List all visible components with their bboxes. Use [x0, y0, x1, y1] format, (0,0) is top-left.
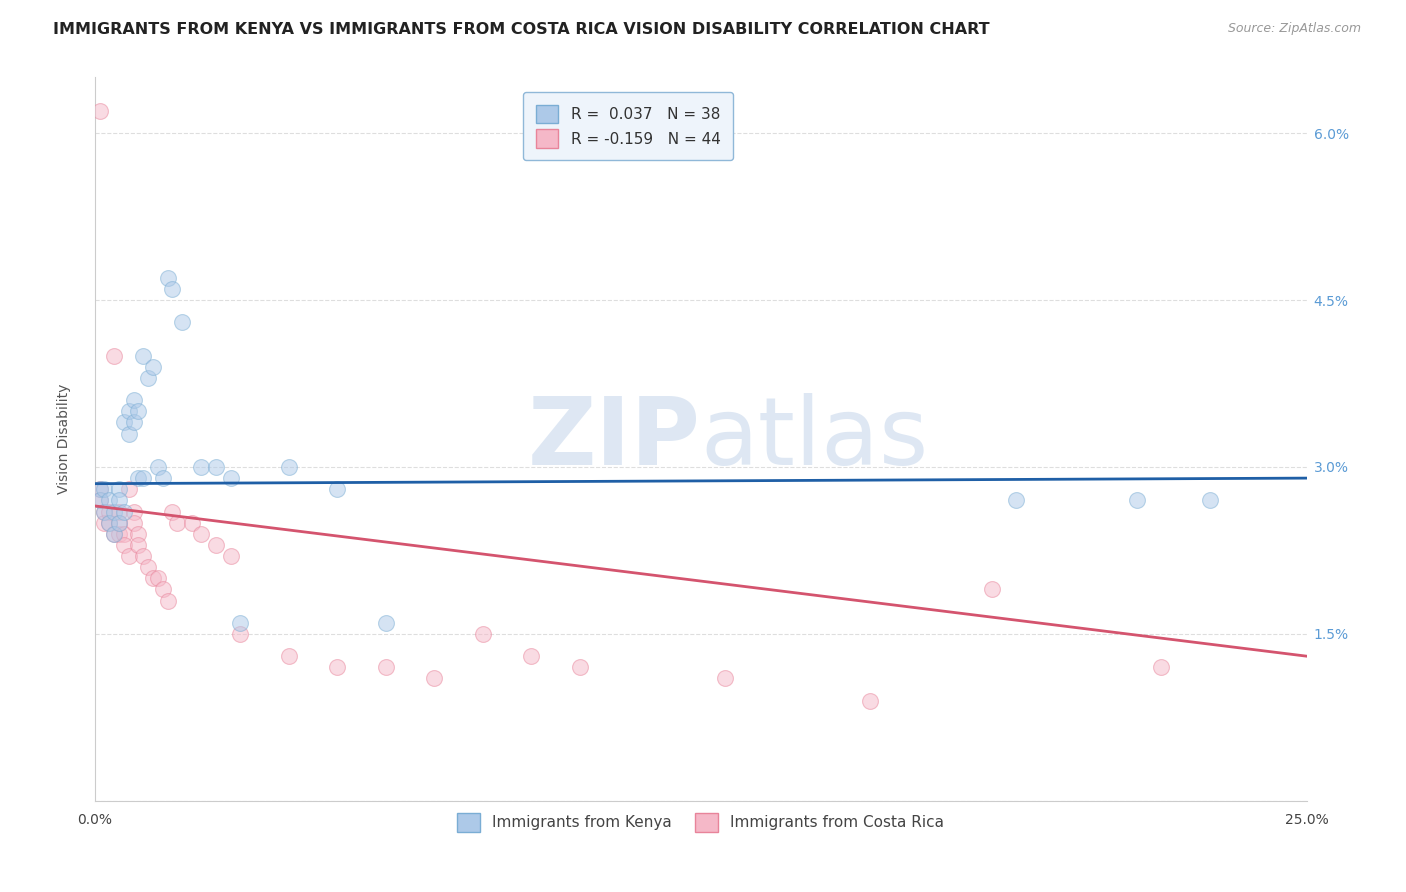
Text: IMMIGRANTS FROM KENYA VS IMMIGRANTS FROM COSTA RICA VISION DISABILITY CORRELATIO: IMMIGRANTS FROM KENYA VS IMMIGRANTS FROM… [53, 22, 990, 37]
Point [112, 416, 135, 430]
Point [98, 504, 121, 518]
Point [229, 615, 252, 630]
Point [132, 349, 155, 363]
Point [103, 349, 125, 363]
Point [136, 371, 159, 385]
Point [229, 627, 252, 641]
Point [374, 615, 396, 630]
Point [142, 359, 165, 374]
Point [122, 516, 145, 530]
Point [1005, 493, 1028, 508]
Point [471, 627, 494, 641]
Point [162, 504, 184, 518]
Text: Source: ZipAtlas.com: Source: ZipAtlas.com [1227, 22, 1361, 36]
Point [162, 282, 184, 296]
Point [146, 460, 169, 475]
Point [374, 660, 396, 674]
Point [108, 493, 131, 508]
Legend: Immigrants from Kenya, Immigrants from Costa Rica: Immigrants from Kenya, Immigrants from C… [446, 801, 956, 844]
Point [326, 482, 349, 496]
Point [108, 526, 131, 541]
Point [122, 504, 145, 518]
Point [112, 538, 135, 552]
Point [326, 660, 349, 674]
Text: ZIP: ZIP [527, 393, 700, 485]
Point [190, 460, 212, 475]
Point [166, 516, 188, 530]
Point [1150, 660, 1173, 674]
Point [180, 516, 202, 530]
Point [89, 103, 111, 118]
Point [205, 460, 228, 475]
Point [98, 493, 121, 508]
Point [132, 471, 155, 485]
Point [89, 482, 111, 496]
Point [132, 549, 155, 563]
Point [93, 504, 115, 518]
Point [112, 526, 135, 541]
Point [93, 482, 115, 496]
Point [93, 504, 115, 518]
Point [219, 471, 242, 485]
Point [98, 516, 121, 530]
Point [108, 504, 131, 518]
Point [190, 526, 212, 541]
Point [108, 482, 131, 496]
Point [118, 426, 141, 441]
Point [1198, 493, 1220, 508]
Point [127, 526, 149, 541]
Point [127, 538, 149, 552]
Point [118, 482, 141, 496]
Point [205, 538, 228, 552]
Point [170, 315, 193, 329]
Point [142, 571, 165, 585]
Point [122, 416, 145, 430]
Point [277, 460, 299, 475]
Point [89, 493, 111, 508]
Point [980, 582, 1002, 597]
Point [103, 504, 125, 518]
Point [98, 516, 121, 530]
Point [146, 571, 169, 585]
Point [156, 593, 179, 607]
Point [277, 649, 299, 664]
Point [152, 471, 174, 485]
Point [103, 526, 125, 541]
Point [118, 404, 141, 418]
Point [219, 549, 242, 563]
Point [156, 270, 179, 285]
Point [89, 482, 111, 496]
Point [108, 516, 131, 530]
Point [112, 504, 135, 518]
Point [89, 493, 111, 508]
Point [118, 549, 141, 563]
Point [568, 660, 591, 674]
Point [1126, 493, 1149, 508]
Point [520, 649, 543, 664]
Point [127, 471, 149, 485]
Point [93, 516, 115, 530]
Point [136, 560, 159, 574]
Point [152, 582, 174, 597]
Text: atlas: atlas [700, 393, 929, 485]
Point [108, 516, 131, 530]
Point [122, 393, 145, 408]
Point [423, 672, 446, 686]
Point [103, 526, 125, 541]
Point [127, 404, 149, 418]
Y-axis label: Vision Disability: Vision Disability [58, 384, 72, 494]
Point [714, 672, 737, 686]
Point [859, 694, 882, 708]
